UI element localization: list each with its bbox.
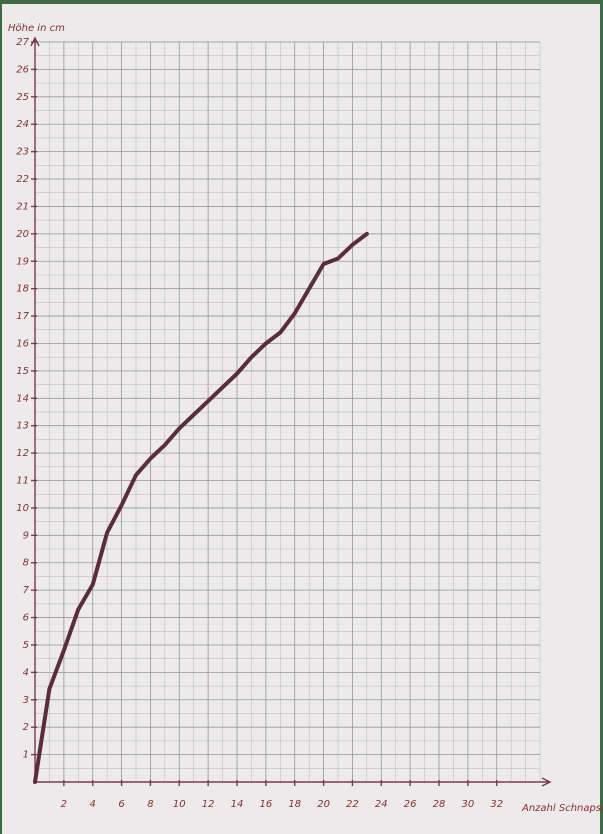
x-tick-label: 8 [147,799,153,810]
y-axis [31,38,39,782]
y-tick-label: 27 [16,37,29,48]
chart: 1234567891011121314151617181920212223242… [0,0,603,834]
y-tick-label: 6 [23,613,29,624]
y-tick-label: 13 [16,421,29,432]
page: 1234567891011121314151617181920212223242… [0,0,603,834]
y-tick-label: 16 [16,338,29,349]
y-tick-label: 21 [16,201,29,212]
y-tick-label: 14 [16,393,29,404]
x-tick-label: 26 [404,799,417,810]
y-tick-label: 17 [16,311,29,322]
x-tick-label: 6 [118,799,124,810]
x-tick-label: 10 [173,799,186,810]
y-tick-label: 23 [16,147,29,158]
y-tick-label: 15 [16,366,29,377]
y-tick-label: 9 [23,530,29,541]
y-tick-label: 20 [16,229,29,240]
y-axis-label: Höhe in cm [8,23,65,34]
x-tick-label: 18 [288,799,301,810]
y-tick-label: 22 [16,174,29,185]
x-axis-label: Anzahl Schnapsgl. [521,803,603,814]
x-axis [35,778,550,786]
y-tick-label: 18 [16,284,29,295]
y-tick-label: 7 [23,585,30,596]
y-tick-label: 25 [16,92,29,103]
y-tick-label: 12 [16,448,29,459]
y-tick-label: 3 [23,695,29,706]
y-tick-label: 19 [16,256,29,267]
x-tick-label: 22 [346,799,359,810]
x-tick-label: 4 [90,799,96,810]
x-tick-label: 2 [61,799,67,810]
y-tick-label: 11 [16,476,29,487]
y-tick-label: 10 [16,503,29,514]
y-tick-label: 1 [23,750,29,761]
y-tick-label: 26 [16,64,29,75]
x-tick-label: 16 [259,799,272,810]
x-tick-label: 20 [317,799,330,810]
x-tick-label: 30 [461,799,474,810]
x-tick-label: 32 [490,799,503,810]
y-tick-label: 4 [23,667,29,678]
y-tick-label: 8 [23,558,29,569]
y-tick-label: 24 [16,119,29,130]
y-tick-label: 5 [23,640,29,651]
x-tick-label: 28 [433,799,446,810]
y-tick-label: 2 [23,722,29,733]
x-tick-label: 12 [202,799,215,810]
x-tick-label: 24 [375,799,388,810]
x-tick-label: 14 [231,799,244,810]
